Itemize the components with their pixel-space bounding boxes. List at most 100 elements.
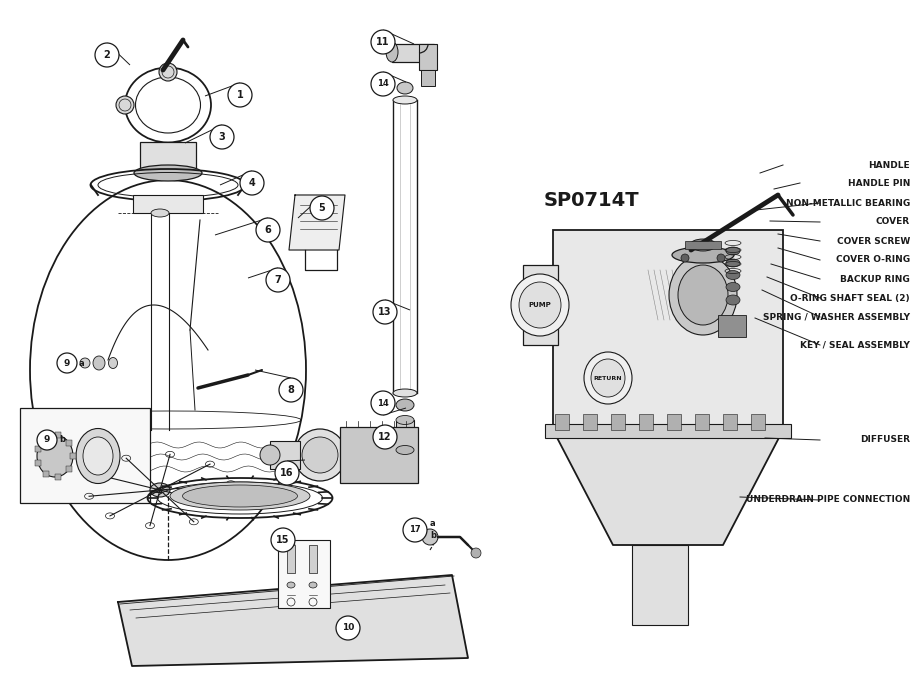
Circle shape (275, 461, 299, 485)
Ellipse shape (396, 399, 414, 411)
Bar (632, 545, 688, 625)
Bar (55, 432, 61, 438)
Text: 7: 7 (274, 275, 282, 285)
Bar (70, 453, 76, 459)
Bar (611, 414, 625, 430)
Circle shape (240, 171, 264, 195)
Bar (553, 230, 783, 430)
Bar (55, 474, 61, 480)
Polygon shape (553, 430, 783, 545)
Circle shape (681, 254, 689, 262)
Bar (419, 44, 437, 70)
Text: BACKUP RING: BACKUP RING (840, 275, 910, 284)
Ellipse shape (726, 295, 740, 305)
Bar (66, 439, 72, 446)
Bar (718, 315, 746, 337)
Ellipse shape (150, 483, 170, 497)
Bar (685, 241, 721, 249)
Bar (583, 414, 597, 430)
Bar (695, 414, 709, 430)
Ellipse shape (93, 356, 105, 370)
Circle shape (336, 616, 360, 640)
Ellipse shape (287, 582, 295, 588)
Ellipse shape (302, 437, 338, 473)
Bar (340, 427, 418, 483)
Circle shape (471, 548, 481, 558)
Text: 5: 5 (318, 203, 326, 213)
Ellipse shape (76, 429, 120, 483)
Circle shape (422, 529, 438, 545)
Ellipse shape (396, 446, 414, 454)
Text: b: b (430, 531, 436, 541)
Ellipse shape (386, 42, 398, 62)
Ellipse shape (108, 358, 117, 369)
Text: KEY / SEAL ASSEMBLY: KEY / SEAL ASSEMBLY (801, 340, 910, 350)
Bar (140, 142, 196, 172)
Bar (523, 265, 558, 345)
Ellipse shape (678, 265, 728, 325)
Ellipse shape (584, 352, 632, 404)
Text: HANDLE: HANDLE (868, 161, 910, 169)
Circle shape (95, 43, 119, 67)
Bar (421, 70, 435, 86)
Circle shape (403, 518, 427, 542)
Text: 13: 13 (378, 307, 392, 317)
Text: HANDLE PIN: HANDLE PIN (847, 178, 910, 188)
Ellipse shape (170, 482, 310, 510)
Polygon shape (118, 575, 468, 666)
Ellipse shape (397, 82, 413, 94)
Bar (309, 545, 317, 573)
Text: 3: 3 (218, 132, 226, 142)
Bar (667, 414, 681, 430)
Ellipse shape (726, 247, 740, 255)
Text: 14: 14 (377, 398, 389, 408)
Bar (396, 420, 414, 450)
Text: PUMP: PUMP (528, 302, 551, 308)
Ellipse shape (519, 282, 561, 328)
Ellipse shape (393, 389, 417, 397)
Text: SPRING / WASHER ASSEMBLY: SPRING / WASHER ASSEMBLY (763, 313, 910, 321)
Text: 14: 14 (377, 80, 389, 88)
Bar (133, 195, 203, 213)
Text: 17: 17 (409, 526, 421, 535)
Text: 6: 6 (265, 225, 271, 235)
Circle shape (57, 353, 77, 373)
Text: b: b (59, 435, 65, 445)
Ellipse shape (182, 485, 297, 507)
Circle shape (310, 196, 334, 220)
Bar (639, 414, 653, 430)
Text: 9: 9 (64, 358, 71, 367)
Bar (751, 414, 765, 430)
Ellipse shape (726, 271, 740, 279)
Ellipse shape (134, 165, 202, 181)
Bar (287, 545, 295, 573)
Bar (545, 424, 791, 438)
Circle shape (210, 125, 234, 149)
Text: DIFFUSER: DIFFUSER (860, 435, 910, 445)
Bar (35, 446, 41, 452)
Bar (270, 441, 300, 469)
Text: 15: 15 (276, 535, 290, 545)
Text: COVER: COVER (876, 217, 910, 227)
Circle shape (371, 72, 395, 96)
Text: 10: 10 (342, 624, 354, 632)
Circle shape (256, 218, 280, 242)
Bar (43, 471, 49, 477)
Circle shape (717, 254, 725, 262)
Ellipse shape (726, 259, 740, 267)
Ellipse shape (393, 96, 417, 104)
Ellipse shape (690, 239, 716, 251)
Text: 2: 2 (104, 50, 110, 60)
Text: 16: 16 (281, 468, 293, 478)
Text: COVER SCREW: COVER SCREW (836, 236, 910, 246)
Text: 12: 12 (378, 432, 392, 442)
Ellipse shape (309, 582, 317, 588)
Ellipse shape (116, 96, 134, 114)
Bar (723, 414, 737, 430)
Text: 8: 8 (288, 385, 294, 395)
Circle shape (266, 268, 290, 292)
Ellipse shape (511, 274, 569, 336)
Bar (392, 44, 434, 62)
Text: 9: 9 (44, 435, 50, 445)
Ellipse shape (726, 283, 740, 292)
